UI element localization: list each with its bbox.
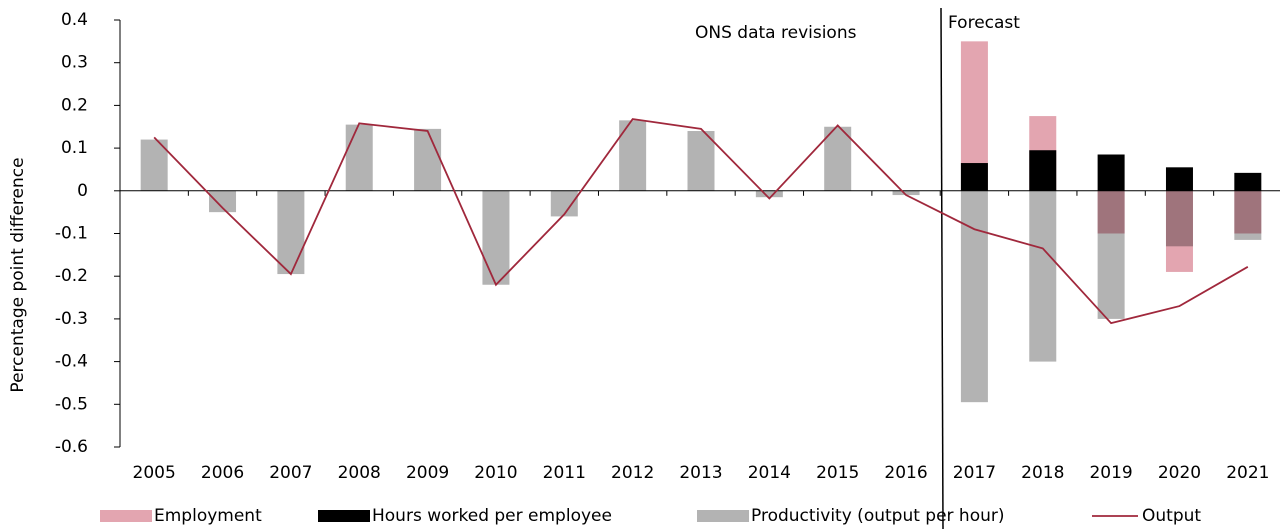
- x-tick-label: 2013: [679, 463, 722, 483]
- bar: [140, 139, 168, 191]
- bar: [892, 190, 920, 196]
- x-tick-label: 2020: [1158, 463, 1201, 483]
- bar: [482, 190, 510, 285]
- x-tick-label: 2017: [953, 463, 996, 483]
- y-tick-label: -0.3: [55, 309, 88, 329]
- annotation: Forecast: [948, 13, 1020, 33]
- x-tick-label: 2005: [133, 463, 176, 483]
- x-tick-label: 2012: [611, 463, 654, 483]
- y-tick-label: -0.6: [55, 437, 88, 457]
- bar: [960, 163, 988, 191]
- bar: [1097, 190, 1125, 234]
- bar: [414, 128, 442, 191]
- forecast-divider: [940, 7, 944, 529]
- legend-label: Hours worked per employee: [372, 506, 612, 526]
- y-tick-label: -0.5: [55, 394, 88, 414]
- x-tick-label: 2021: [1226, 463, 1269, 483]
- legend-swatch: [318, 510, 370, 522]
- bar: [1029, 190, 1057, 362]
- bar: [1165, 190, 1193, 272]
- legend-swatch: [100, 510, 152, 522]
- bar: [1097, 154, 1125, 191]
- x-tick-label: 2007: [269, 463, 312, 483]
- bar: [824, 126, 852, 191]
- x-tick-label: 2018: [1021, 463, 1064, 483]
- x-tick-label: 2019: [1089, 463, 1132, 483]
- legend-label: Productivity (output per hour): [751, 506, 1005, 526]
- x-tick-label: 2006: [201, 463, 244, 483]
- y-tick-label: 0.1: [61, 138, 88, 158]
- x-tick-label: 2014: [748, 463, 791, 483]
- x-tick-label: 2010: [474, 463, 517, 483]
- x-tick-label: 2011: [543, 463, 586, 483]
- bar: [1029, 150, 1057, 191]
- y-tick-label: 0.2: [61, 95, 88, 115]
- bar: [960, 190, 988, 403]
- bar: [1234, 172, 1262, 191]
- bar: [755, 190, 783, 198]
- y-axis-label: Percentage point difference: [8, 157, 28, 392]
- annotation: ONS data revisions: [695, 23, 857, 43]
- y-tick-label: 0: [77, 181, 88, 201]
- x-tick-label: 2015: [816, 463, 859, 483]
- bar: [345, 124, 373, 191]
- x-tick-label: 2009: [406, 463, 449, 483]
- legend-label: Output: [1142, 506, 1201, 526]
- line: [153, 118, 1249, 325]
- legend-swatch: [697, 510, 749, 522]
- bar: [209, 190, 237, 213]
- x-tick-label: 2008: [338, 463, 381, 483]
- bar: [550, 190, 578, 217]
- bar: [277, 190, 305, 275]
- y-tick-label: -0.4: [55, 352, 88, 372]
- y-tick-label: -0.2: [55, 266, 88, 286]
- y-tick-label: 0.3: [61, 53, 88, 73]
- legend-label: Employment: [154, 506, 262, 526]
- bar: [1165, 167, 1193, 191]
- y-tick-label: 0.4: [61, 10, 88, 30]
- bar: [687, 131, 715, 191]
- y-tick-label: -0.1: [55, 224, 88, 244]
- x-tick-label: 2016: [884, 463, 927, 483]
- bar: [1234, 190, 1262, 234]
